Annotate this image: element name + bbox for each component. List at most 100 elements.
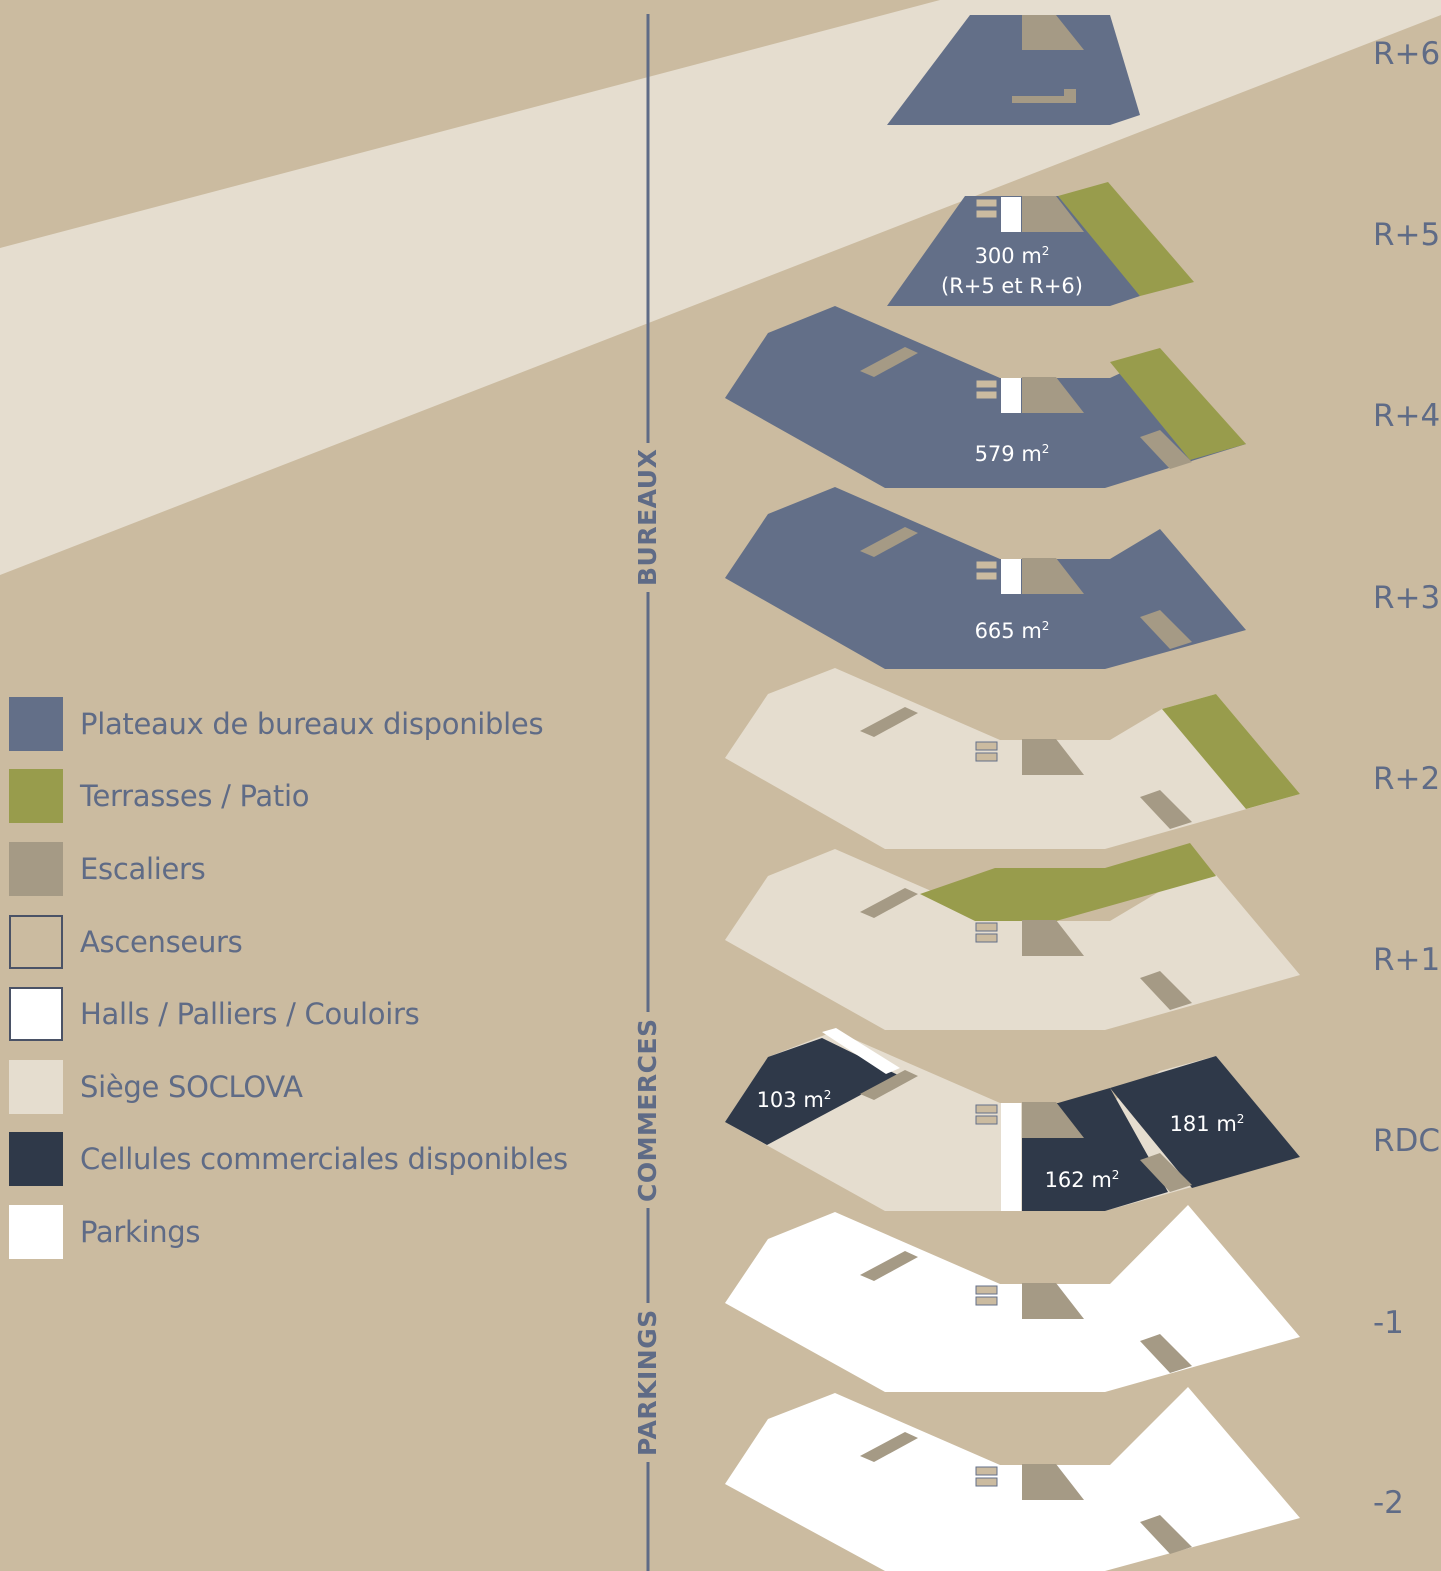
legend-label: Plateaux de bureaux disponibles <box>80 707 544 741</box>
floor-plan-r1 <box>725 843 1300 1030</box>
elevator-minus1-a <box>975 1285 998 1295</box>
stairs-r1-c <box>1140 971 1192 1010</box>
stairs-r6 <box>1022 15 1084 50</box>
stairs-r6-small <box>1012 89 1076 103</box>
legend-item-escaliers: Escaliers <box>9 842 206 896</box>
stairs-r2-c <box>1140 790 1192 829</box>
terrace-r4 <box>1110 348 1246 460</box>
stairs-minus1-b <box>860 1251 918 1281</box>
floor-plan-r4 <box>725 306 1246 488</box>
stairs-minus2-b <box>860 1432 918 1462</box>
stairs-minus2-c <box>1140 1515 1192 1554</box>
floor-label-r2: R+2 <box>1373 761 1441 797</box>
floor-label-rdc: RDC <box>1373 1123 1441 1159</box>
stairs-r4-c <box>1140 430 1192 469</box>
terrace-r2 <box>1162 694 1300 809</box>
stairs-r2-b <box>860 707 918 737</box>
floor-label-r3: R+3 <box>1373 580 1441 616</box>
legend-item-siege: Siège SOCLOVA <box>9 1060 303 1114</box>
stairs-minus2 <box>1022 1464 1084 1500</box>
elevator-r4-a <box>975 379 998 389</box>
stairs-rdc <box>1022 1102 1084 1138</box>
elevator-r5-a <box>975 198 998 208</box>
area-label-rdc-mid: 162 m2 <box>1044 1168 1120 1192</box>
floor-label-r4: R+4 <box>1373 398 1441 434</box>
stairs-r4 <box>1022 377 1084 413</box>
stairs-r5 <box>1022 196 1084 232</box>
legend-swatch-ascenseurs <box>9 915 63 969</box>
stairs-r3-c <box>1140 610 1192 649</box>
elevator-r1-b <box>975 933 998 943</box>
stairs-r1 <box>1022 920 1084 956</box>
legend-item-bureaux: Plateaux de bureaux disponibles <box>9 697 544 751</box>
stairs-r1-b <box>860 888 918 918</box>
legend-label: Ascenseurs <box>80 925 243 959</box>
elevator-r5-b <box>975 209 998 219</box>
elevator-r2-a <box>975 741 998 751</box>
floor-label-minus1: -1 <box>1373 1305 1404 1341</box>
floor-plan-r2 <box>725 668 1300 849</box>
floor-label-r5: R+5 <box>1373 217 1441 253</box>
legend-item-ascenseurs: Ascenseurs <box>9 915 243 969</box>
section-label-commerces: COMMERCES <box>633 1012 662 1208</box>
elevator-rdc-a <box>975 1104 998 1114</box>
hall-r4 <box>1001 378 1021 413</box>
stairs-r2 <box>1022 739 1084 775</box>
hall-r5 <box>1001 197 1021 232</box>
elevator-rdc-b <box>975 1115 998 1125</box>
legend-swatch-terrasses <box>9 769 63 823</box>
area-note-r5: (R+5 et R+6) <box>941 274 1083 298</box>
legend-item-halls: Halls / Palliers / Couloirs <box>9 987 420 1041</box>
stairs-rdc-b <box>860 1070 918 1100</box>
stairs-minus1 <box>1022 1283 1084 1319</box>
floor-plan-rdc <box>725 1028 1300 1211</box>
floor-plan-minus1 <box>725 1205 1300 1392</box>
legend-swatch-commerces <box>9 1132 63 1186</box>
floor-label-r6: R+6 <box>1373 36 1441 72</box>
elevator-r1-a <box>975 922 998 932</box>
area-label-rdc-left: 103 m2 <box>756 1088 832 1112</box>
stairs-minus1-c <box>1140 1334 1192 1373</box>
light-beam <box>0 0 1441 575</box>
legend-label: Escaliers <box>80 852 206 886</box>
legend-item-parkings: Parkings <box>9 1205 201 1259</box>
terrace-r5 <box>1058 182 1194 296</box>
floor-plan-minus2 <box>725 1387 1300 1571</box>
legend-swatch-parkings <box>9 1205 63 1259</box>
hall-rdc-left <box>822 1028 900 1074</box>
elevator-r3-a <box>975 560 998 570</box>
legend-item-commerces: Cellules commerciales disponibles <box>9 1132 568 1186</box>
shop-rdc-right <box>1110 1056 1300 1188</box>
legend-swatch-siege <box>9 1060 63 1114</box>
legend-label: Halls / Palliers / Couloirs <box>80 997 420 1031</box>
legend-label: Cellules commerciales disponibles <box>80 1142 568 1176</box>
area-label-rdc-right: 181 m2 <box>1169 1112 1245 1136</box>
elevator-minus2-a <box>975 1466 998 1476</box>
floor-label-minus2: -2 <box>1373 1485 1404 1521</box>
elevator-r4-b <box>975 390 998 400</box>
shop-rdc-left <box>725 1038 898 1145</box>
elevator-r2-b <box>975 752 998 762</box>
stairs-r3 <box>1022 558 1084 594</box>
hall-r3 <box>1001 559 1021 594</box>
legend-label: Siège SOCLOVA <box>80 1070 303 1104</box>
section-label-bureaux: BUREAUX <box>633 442 662 592</box>
stairs-r3-b <box>860 527 918 557</box>
hall-rdc <box>1001 1103 1021 1211</box>
legend-swatch-escaliers <box>9 842 63 896</box>
area-label-r3: 665 m2 <box>974 619 1050 643</box>
legend-label: Terrasses / Patio <box>80 779 310 813</box>
legend-item-terrasses: Terrasses / Patio <box>9 769 309 823</box>
floor-plan-r3 <box>725 487 1246 669</box>
stairs-rdc-c <box>1140 1153 1192 1192</box>
floor-plan-r6 <box>887 15 1140 125</box>
stairs-r4-b <box>860 347 918 377</box>
legend-swatch-bureaux <box>9 697 63 751</box>
patio-r1 <box>920 843 1216 921</box>
legend-label: Parkings <box>80 1215 201 1249</box>
legend-swatch-halls <box>9 987 63 1041</box>
floor-plan-r5 <box>887 182 1194 306</box>
elevator-minus2-b <box>975 1477 998 1487</box>
area-label-r5: 300 m2 (R+5 et R+6) <box>940 236 1084 301</box>
